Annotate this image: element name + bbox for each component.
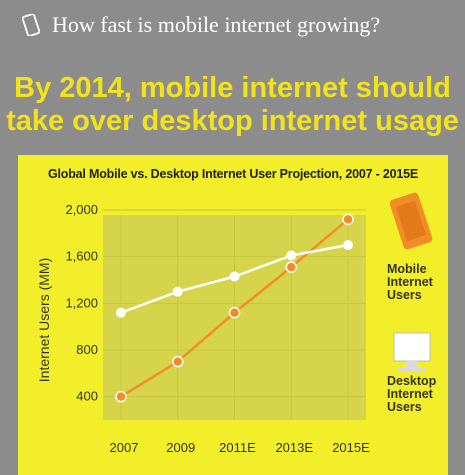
headline: By 2014, mobile internet should take ove… bbox=[0, 72, 465, 138]
header-question-text: How fast is mobile internet growing? bbox=[52, 12, 381, 37]
desktop-data-point bbox=[343, 240, 353, 250]
y-tick-label: 2,000 bbox=[65, 202, 98, 217]
x-tick-label: 2013E bbox=[275, 440, 313, 455]
phone-outline-icon bbox=[22, 14, 40, 36]
y-tick-label: 400 bbox=[76, 389, 98, 404]
y-tick-label: 800 bbox=[76, 342, 98, 357]
line-chart: 400 800 1,200 1,600 2,000 2007 2009 2011E 2013E 2… bbox=[36, 192, 437, 455]
desktop-data-point bbox=[116, 307, 126, 318]
mobile-data-point bbox=[172, 355, 184, 368]
chart-title: Global Mobile vs. Desktop Internet User … bbox=[48, 167, 418, 181]
mobile-data-point bbox=[228, 306, 241, 319]
legend-desktop-label: Desktop bbox=[387, 374, 437, 388]
y-tick-label: 1,600 bbox=[65, 249, 98, 264]
legend-mobile-label: Users bbox=[387, 288, 422, 302]
headline-line-2: take over desktop internet usage bbox=[6, 105, 459, 137]
y-axis-title: Internet Users (MM) bbox=[36, 258, 52, 382]
desktop-data-point bbox=[286, 250, 297, 261]
headline-line-1: By 2014, mobile internet should bbox=[14, 72, 451, 104]
mobile-data-point bbox=[342, 213, 354, 226]
legend-mobile-label: Mobile bbox=[387, 262, 427, 276]
chart-panel: Global Mobile vs. Desktop Internet User … bbox=[18, 155, 448, 475]
desktop-data-point bbox=[229, 271, 240, 282]
desktop-monitor-base bbox=[398, 367, 426, 371]
legend-mobile-label: Internet bbox=[387, 275, 434, 289]
x-tick-label: 2015E bbox=[332, 440, 370, 455]
header-question: How fast is mobile internet growing? bbox=[22, 12, 380, 38]
x-tick-label: 2009 bbox=[166, 440, 195, 455]
desktop-monitor-icon bbox=[393, 332, 431, 362]
mobile-data-point bbox=[115, 390, 127, 403]
x-tick-label: 2011E bbox=[219, 440, 256, 455]
legend-desktop-label: Internet bbox=[387, 387, 434, 401]
y-tick-label: 1,200 bbox=[65, 295, 98, 310]
phone-icon-screen bbox=[395, 200, 427, 242]
mobile-data-point bbox=[285, 261, 297, 273]
desktop-monitor-stand bbox=[406, 361, 418, 367]
x-tick-label: 2007 bbox=[110, 440, 139, 455]
legend-desktop-label: Users bbox=[387, 400, 422, 414]
desktop-data-point bbox=[172, 286, 183, 297]
